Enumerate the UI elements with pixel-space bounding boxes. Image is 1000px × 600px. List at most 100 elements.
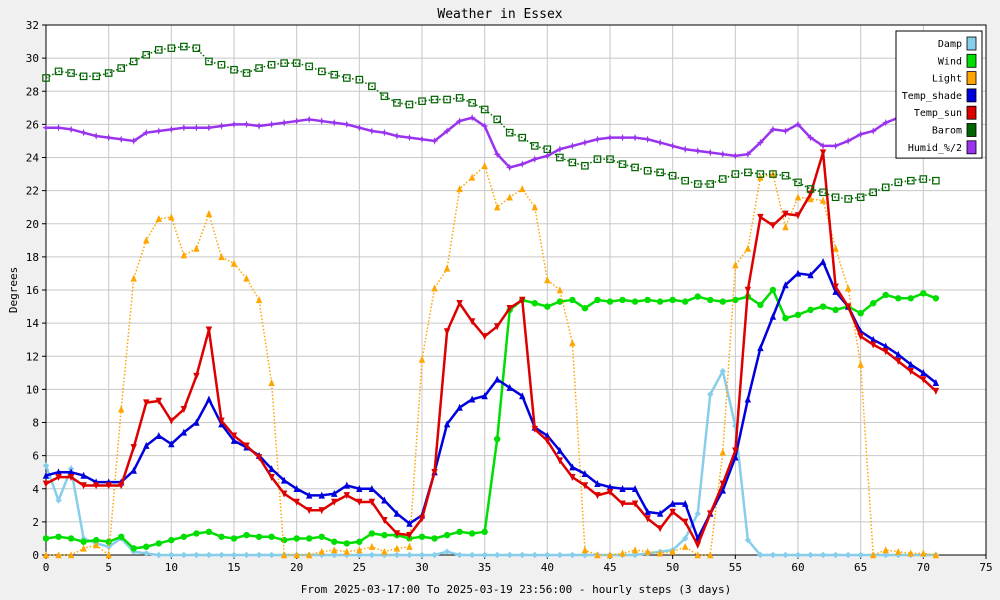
data-point: [317, 67, 326, 76]
data-point: [682, 535, 689, 542]
data-point: [430, 95, 439, 104]
data-point: [255, 533, 263, 540]
data-point: [280, 551, 288, 559]
data-point: [606, 488, 614, 496]
data-point: [519, 296, 526, 304]
x-tick-label: 0: [43, 561, 50, 574]
data-point: [67, 468, 75, 476]
data-point: [368, 484, 376, 492]
data-point: [92, 72, 100, 81]
legend-swatch: [966, 36, 977, 51]
data-point: [155, 46, 163, 54]
data-point: [368, 127, 376, 135]
data-point: [267, 60, 276, 69]
data-point: [494, 203, 501, 211]
data-point: [631, 133, 639, 142]
data-point: [218, 253, 225, 261]
data-point: [932, 295, 940, 302]
data-point: [167, 44, 176, 52]
data-point: [669, 547, 676, 555]
data-point: [330, 70, 339, 79]
x-tick-label: 70: [917, 561, 930, 574]
data-point: [568, 158, 577, 167]
data-point: [405, 100, 414, 109]
data-point: [305, 62, 314, 71]
legend-swatch: [966, 140, 977, 155]
data-point: [794, 120, 802, 129]
data-point: [819, 188, 827, 197]
data-point: [932, 387, 940, 395]
data-point: [406, 542, 413, 550]
data-point: [343, 120, 351, 129]
y-tick-label: 12: [26, 350, 39, 363]
data-point: [694, 551, 701, 559]
data-point: [130, 274, 137, 282]
data-point: [618, 133, 627, 142]
data-point: [180, 406, 188, 414]
data-point: [317, 117, 326, 125]
data-point: [682, 542, 689, 550]
data-point: [594, 296, 601, 304]
data-point: [920, 369, 927, 377]
legend-swatch: [966, 71, 977, 85]
data-point: [306, 491, 313, 499]
data-point: [331, 538, 338, 545]
data-point: [932, 176, 940, 185]
data-point: [831, 193, 840, 202]
data-point: [481, 392, 488, 400]
x-tick-label: 65: [854, 561, 867, 574]
data-point: [556, 145, 564, 154]
x-tick-label: 15: [227, 561, 240, 574]
data-point: [870, 341, 877, 349]
data-point: [481, 333, 488, 341]
data-point: [707, 296, 714, 304]
data-point: [243, 531, 250, 539]
legend-label: Wind: [938, 56, 962, 67]
data-point: [807, 306, 814, 314]
data-point: [493, 115, 502, 124]
data-point: [193, 530, 200, 537]
data-point: [932, 551, 940, 559]
data-point: [443, 531, 451, 539]
data-point: [306, 551, 313, 559]
data-point: [67, 125, 75, 134]
data-point: [268, 378, 275, 386]
data-point: [155, 397, 162, 405]
data-point: [781, 127, 790, 135]
data-point: [55, 468, 62, 476]
data-point: [819, 551, 827, 559]
data-point: [894, 178, 903, 187]
data-point: [205, 528, 213, 536]
data-point: [142, 51, 151, 59]
y-tick-label: 16: [26, 284, 39, 297]
data-point: [92, 536, 100, 544]
data-point: [782, 281, 789, 289]
data-point: [707, 510, 714, 518]
data-point: [430, 137, 439, 145]
data-point: [55, 473, 62, 481]
data-point: [243, 551, 250, 559]
data-point: [531, 551, 538, 559]
data-point: [619, 500, 626, 508]
data-point: [267, 120, 276, 129]
data-point: [518, 133, 527, 142]
data-point: [494, 551, 501, 559]
data-point: [480, 122, 489, 130]
series-layer: [42, 42, 940, 559]
data-point: [631, 546, 639, 554]
x-tick-label: 10: [165, 561, 178, 574]
x-tick-label: 60: [791, 561, 804, 574]
data-point: [656, 509, 664, 517]
data-point: [331, 498, 338, 506]
data-point: [819, 258, 827, 266]
data-point: [494, 435, 501, 443]
data-point: [268, 533, 275, 540]
data-point: [406, 519, 413, 527]
data-point: [882, 546, 889, 554]
data-point: [280, 490, 288, 498]
data-point: [581, 546, 589, 554]
data-point: [418, 515, 426, 523]
y-tick-label: 20: [26, 218, 39, 231]
data-point: [619, 549, 626, 557]
data-point: [268, 465, 275, 473]
